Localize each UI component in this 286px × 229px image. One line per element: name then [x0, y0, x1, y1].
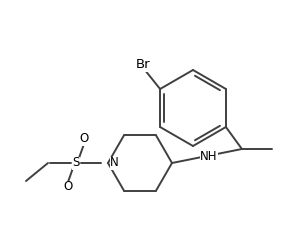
Text: N: N: [110, 156, 118, 169]
Text: Br: Br: [136, 58, 151, 71]
Text: S: S: [72, 156, 80, 169]
Text: O: O: [80, 133, 89, 145]
Text: NH: NH: [200, 150, 218, 163]
Text: O: O: [63, 180, 73, 194]
